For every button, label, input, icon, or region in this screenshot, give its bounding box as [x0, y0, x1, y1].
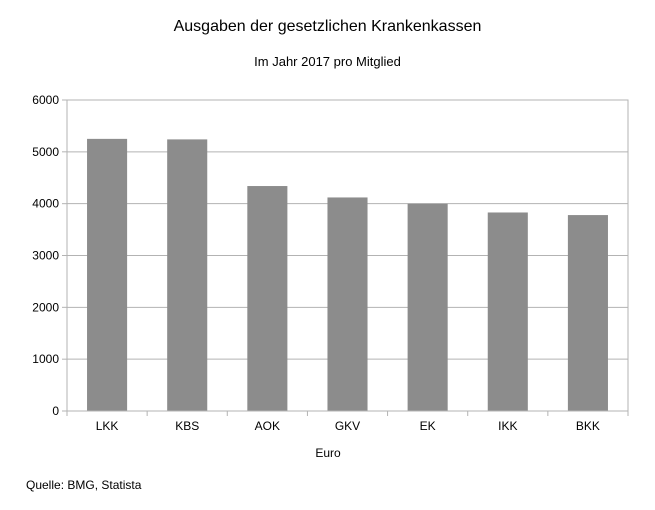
source-note: Quelle: BMG, Statista: [26, 478, 142, 492]
bar-kbs: [167, 139, 208, 412]
y-tick-label-3: 3000: [32, 249, 59, 263]
tick-labels: 0 1000 2000 3000 4000 5000 6000 LKK KBS AOK GKV EK I…: [32, 93, 600, 433]
bar-lkk: [87, 138, 128, 411]
x-tick-label-bkk: BKK: [576, 419, 600, 433]
y-tick-label-4: 4000: [32, 197, 59, 211]
x-axis-title: Euro: [315, 446, 341, 460]
plot-frame: [66, 99, 629, 412]
bar-chart: 0 1000 2000 3000 4000 5000 6000 LKK KBS AOK GKV EK I…: [32, 93, 629, 460]
bar-ek: [407, 203, 448, 411]
y-tick-label-0: 0: [52, 404, 59, 418]
bar-ikk: [487, 212, 528, 411]
y-tick-label-2: 2000: [32, 300, 59, 314]
chart-title: Ausgaben der gesetzlichen Krankenkassen: [173, 18, 482, 35]
x-tick-label-ikk: IKK: [498, 419, 517, 433]
y-tick-label-5: 5000: [32, 145, 59, 159]
bar-gkv: [327, 197, 368, 411]
y-tick-label-1: 1000: [32, 352, 59, 366]
bars: [87, 138, 608, 412]
x-tick-label-aok: AOK: [255, 419, 280, 433]
x-tick-label-gkv: GKV: [335, 419, 360, 433]
bar-bkk: [567, 215, 608, 411]
chart-subtitle: Im Jahr 2017 pro Mitglied: [254, 54, 401, 69]
x-tick-label-lkk: LKK: [96, 419, 119, 433]
x-tick-label-kbs: KBS: [175, 419, 199, 433]
x-tick-label-ek: EK: [420, 419, 436, 433]
y-tick-label-6: 6000: [32, 93, 59, 107]
axes: [62, 99, 629, 416]
bar-aok: [247, 186, 288, 411]
